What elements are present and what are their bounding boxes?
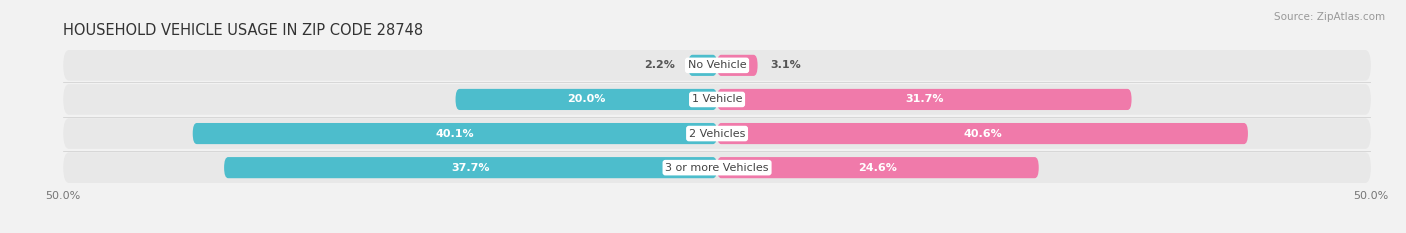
Text: 20.0%: 20.0% <box>567 94 606 104</box>
Text: 40.6%: 40.6% <box>963 129 1002 139</box>
FancyBboxPatch shape <box>456 89 717 110</box>
Text: 3 or more Vehicles: 3 or more Vehicles <box>665 163 769 173</box>
FancyBboxPatch shape <box>689 55 717 76</box>
FancyBboxPatch shape <box>717 157 1039 178</box>
Text: 1 Vehicle: 1 Vehicle <box>692 94 742 104</box>
FancyBboxPatch shape <box>63 84 1371 115</box>
Text: HOUSEHOLD VEHICLE USAGE IN ZIP CODE 28748: HOUSEHOLD VEHICLE USAGE IN ZIP CODE 2874… <box>63 24 423 38</box>
Text: 31.7%: 31.7% <box>905 94 943 104</box>
FancyBboxPatch shape <box>717 123 1249 144</box>
Text: 40.1%: 40.1% <box>436 129 474 139</box>
Text: 24.6%: 24.6% <box>859 163 897 173</box>
FancyBboxPatch shape <box>63 50 1371 81</box>
FancyBboxPatch shape <box>717 55 758 76</box>
Text: 2.2%: 2.2% <box>644 60 675 70</box>
Text: 37.7%: 37.7% <box>451 163 489 173</box>
FancyBboxPatch shape <box>717 89 1132 110</box>
FancyBboxPatch shape <box>63 118 1371 149</box>
Text: 2 Vehicles: 2 Vehicles <box>689 129 745 139</box>
Text: No Vehicle: No Vehicle <box>688 60 747 70</box>
Text: Source: ZipAtlas.com: Source: ZipAtlas.com <box>1274 12 1385 22</box>
FancyBboxPatch shape <box>224 157 717 178</box>
FancyBboxPatch shape <box>63 152 1371 183</box>
Text: 3.1%: 3.1% <box>770 60 801 70</box>
FancyBboxPatch shape <box>193 123 717 144</box>
